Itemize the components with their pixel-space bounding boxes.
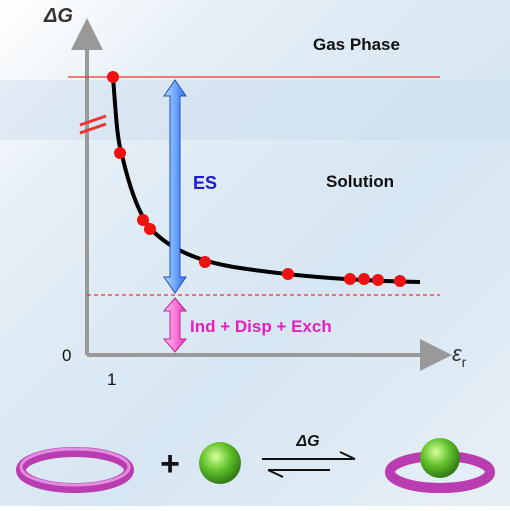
arrow-label: ΔG	[295, 433, 319, 450]
x-axis-symbol: εr	[452, 341, 467, 370]
guest-ball	[199, 442, 241, 484]
axis-break	[79, 122, 107, 135]
ind-arrow	[162, 297, 188, 353]
forward-arrowhead	[339, 451, 356, 460]
es-label: ES	[193, 173, 217, 193]
ind-label: Ind + Disp + Exch	[190, 317, 332, 336]
point	[114, 147, 126, 159]
point	[199, 256, 211, 268]
point	[144, 223, 156, 235]
complex-ring-front	[385, 471, 495, 493]
x-axis-symbol-text: ε	[452, 341, 462, 366]
point	[344, 273, 356, 285]
point	[282, 268, 294, 280]
data-points	[107, 71, 406, 287]
complex-ball	[420, 438, 460, 478]
x-axis-subscript: r	[462, 354, 467, 370]
point	[394, 275, 406, 287]
plus-sign: +	[160, 445, 180, 483]
energy-curve	[111, 76, 421, 284]
axis-break	[79, 114, 107, 127]
x-marker-label: 1	[107, 370, 116, 389]
point	[137, 214, 149, 226]
point	[358, 273, 370, 285]
es-arrow	[163, 79, 187, 294]
y-axis-label: ΔG	[43, 5, 73, 27]
water-surface	[0, 80, 510, 140]
reverse-arrowhead	[267, 469, 284, 478]
point	[107, 71, 119, 83]
host-ring-highlight	[19, 447, 131, 487]
gas-label: Gas Phase	[313, 35, 400, 54]
solution-label: Solution	[326, 172, 394, 191]
point	[372, 274, 384, 286]
origin-label: 0	[62, 346, 71, 365]
